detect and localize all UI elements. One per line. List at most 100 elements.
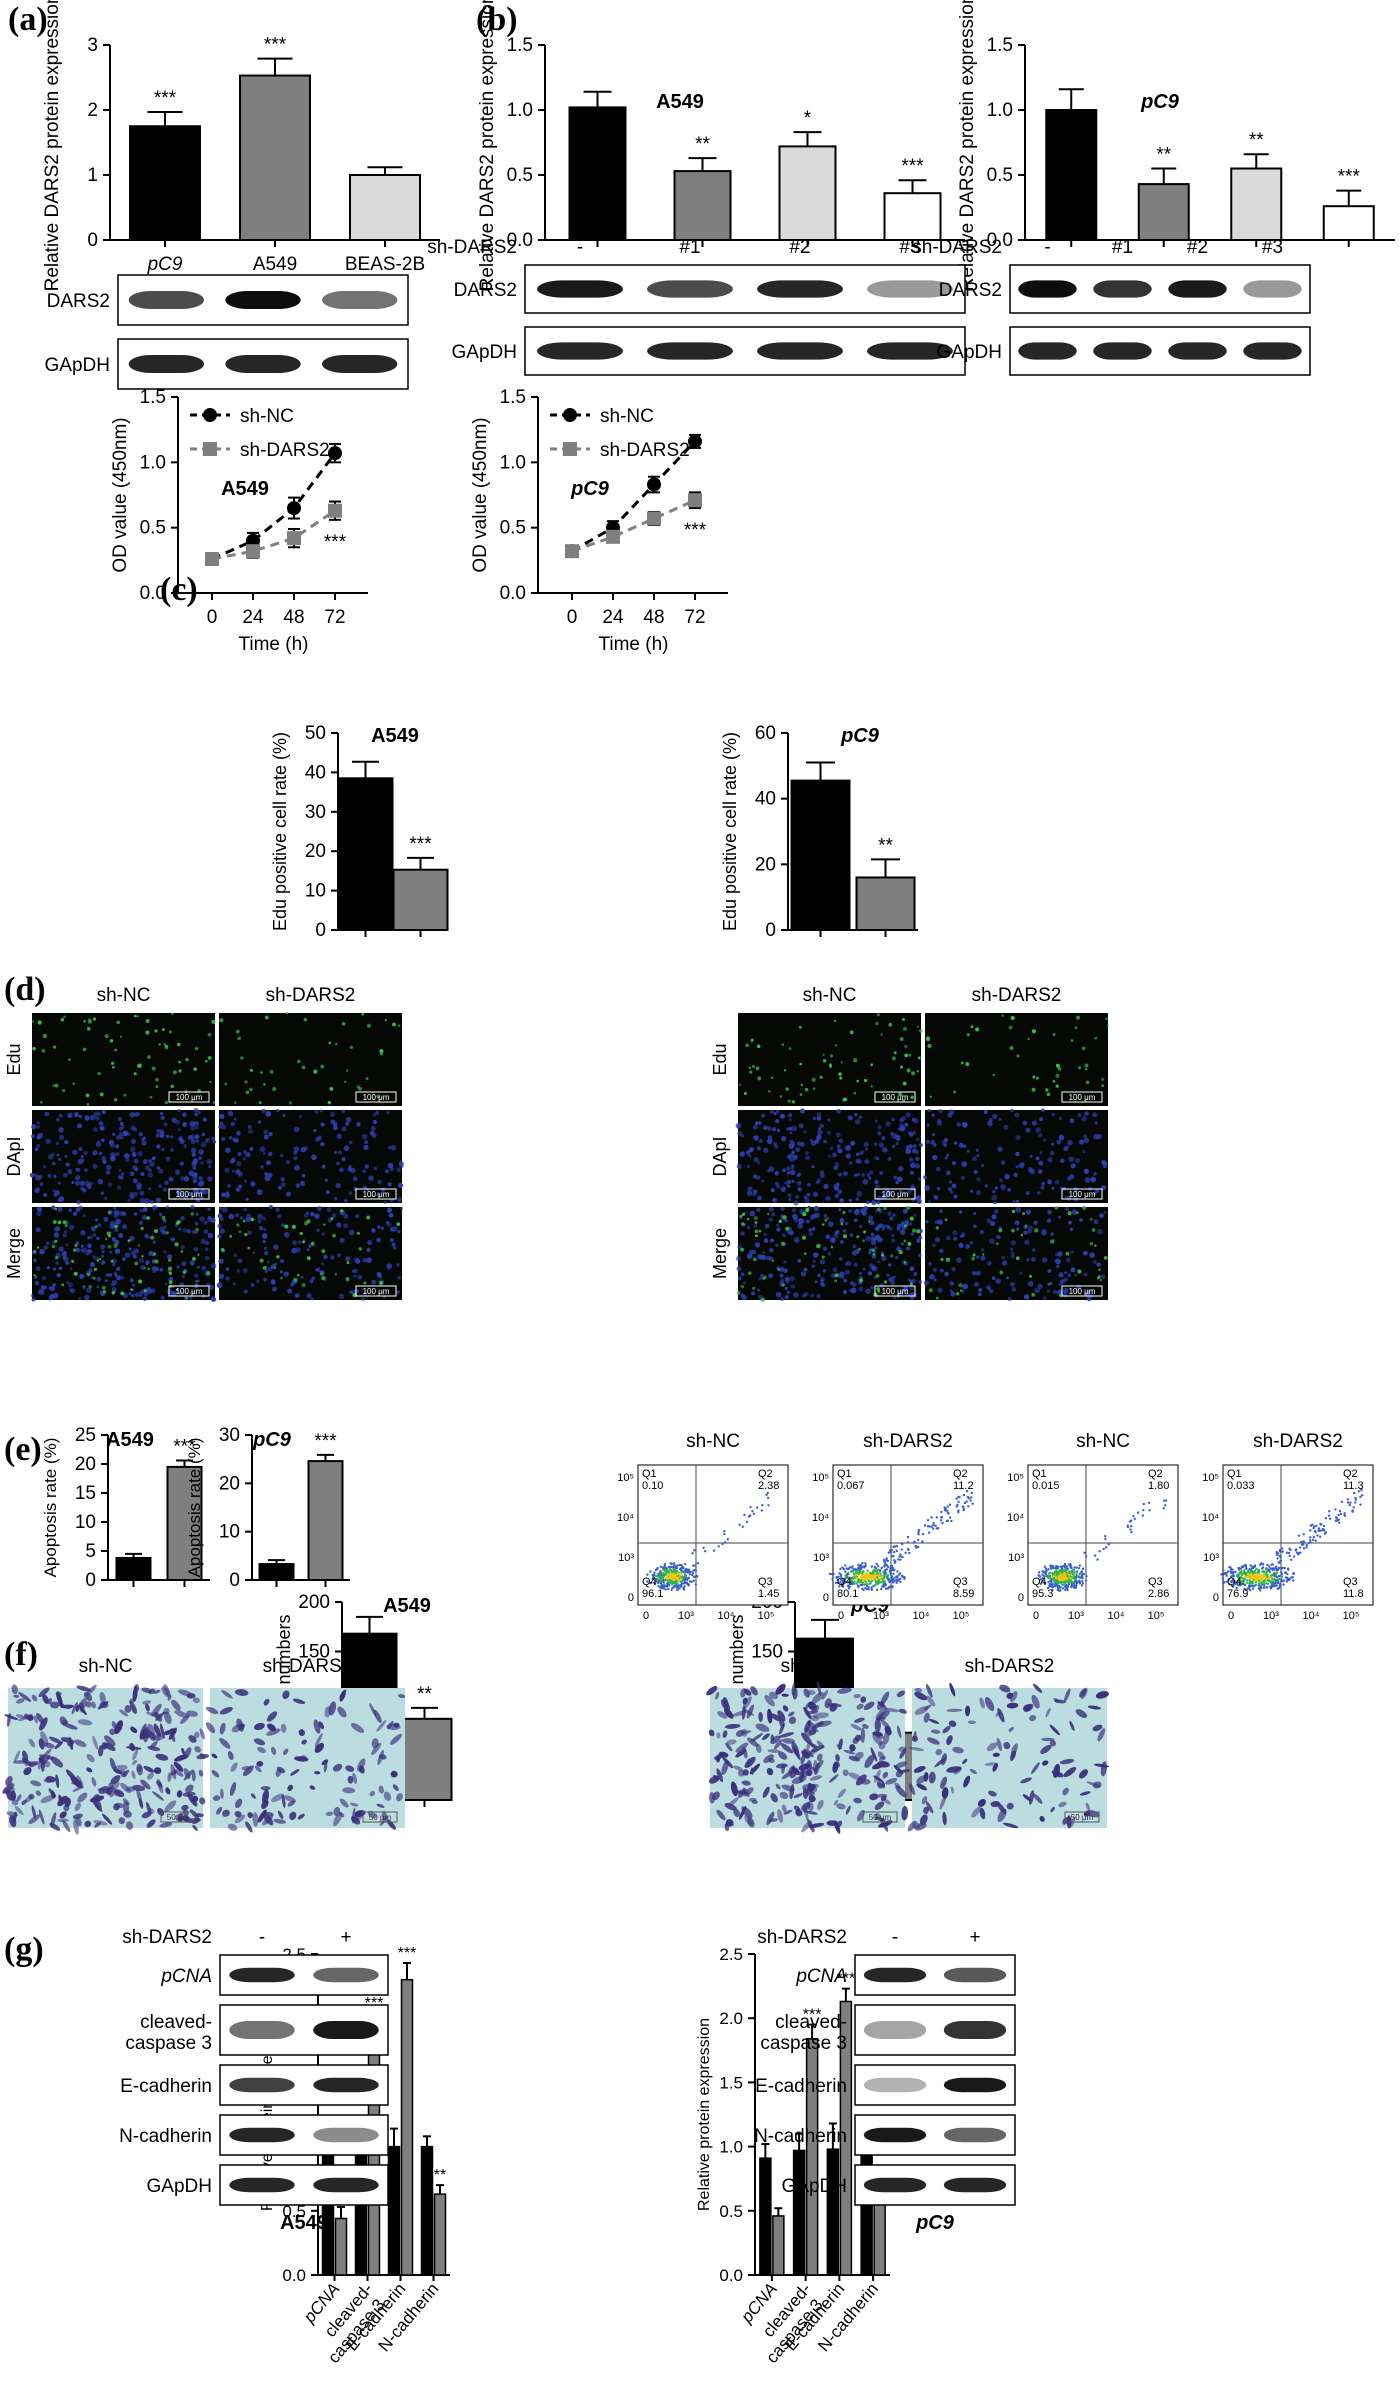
f-pc9-stained-cell bbox=[1031, 1762, 1040, 1775]
f-pc9-stained-cell bbox=[885, 1777, 898, 1785]
d-pc9-dapi-cell bbox=[848, 1198, 852, 1202]
d-pc9-dapi-cell bbox=[837, 1189, 843, 1195]
d-a549-dapi-cell bbox=[320, 1142, 325, 1147]
d-pc9-dapi-cell bbox=[958, 1210, 963, 1214]
flow-event bbox=[832, 1572, 835, 1576]
f-a549-stained-cell bbox=[234, 1689, 249, 1696]
d-a549-edu-cell bbox=[302, 1240, 305, 1244]
flow-event bbox=[1060, 1571, 1064, 1575]
d-a549-dapi-cell bbox=[378, 1274, 382, 1279]
c1-y-tick-label: 1.5 bbox=[140, 387, 166, 408]
d-a549-dapi-cell bbox=[129, 1146, 136, 1153]
chart-c1: 0.00.51.01.5OD value (450nm)0 24 48 72Time … bbox=[110, 387, 368, 655]
d-pc9-edu-cell bbox=[840, 1061, 843, 1064]
f-a549-stained-cell bbox=[192, 1824, 198, 1831]
d-a549-dapi-cell bbox=[46, 1265, 51, 1270]
f-pc9-stained-cell bbox=[743, 1688, 752, 1696]
c2-point bbox=[606, 529, 620, 544]
d-pc9-dapi-cell bbox=[874, 1234, 881, 1241]
d-pc9-dapi-cell bbox=[1035, 1156, 1040, 1161]
d-a549-dapi-cell bbox=[56, 1153, 60, 1157]
d-pc9-dapi-cell bbox=[1042, 1257, 1048, 1263]
d-a549-dapi-cell bbox=[79, 1273, 85, 1279]
flow-event bbox=[1067, 1570, 1071, 1573]
f-pc9-stained-cell bbox=[925, 1683, 933, 1698]
d-a549-dapi-cell bbox=[260, 1165, 264, 1169]
d-a549-dapi-cell bbox=[220, 1123, 226, 1130]
f-pc9-stained-cell bbox=[836, 1803, 846, 1810]
g_pc9-cell-label: pC9 bbox=[915, 2212, 955, 2234]
flow-event bbox=[692, 1579, 696, 1582]
d-a549-edu-cell bbox=[133, 1072, 137, 1076]
flow-event bbox=[895, 1581, 898, 1585]
f-pc9-stained-cell bbox=[817, 1799, 824, 1810]
flow-event bbox=[1056, 1581, 1059, 1584]
d-a549-edu-cell bbox=[145, 1019, 150, 1024]
f-pc9-stained-cell bbox=[855, 1774, 867, 1786]
d-pc9-dapi-cell bbox=[826, 1130, 831, 1135]
d-a549-edu-cell bbox=[68, 1058, 71, 1061]
d-a549-edu-cell bbox=[349, 1045, 354, 1049]
d-pc9-col-label: sh-DARS2 bbox=[972, 985, 1062, 1006]
d-a549-dapi-cell bbox=[151, 1156, 156, 1161]
d-pc9-edu-cell bbox=[1076, 1211, 1079, 1214]
d-a549-edu-cell bbox=[240, 1056, 244, 1060]
d-a549-dapi-cell bbox=[192, 1165, 197, 1171]
d-pc9-edu-cell bbox=[812, 1087, 816, 1091]
d-pc9-dapi-cell bbox=[938, 1109, 943, 1114]
flow-event bbox=[916, 1545, 920, 1549]
d-pc9-dapi-cell bbox=[757, 1195, 762, 1201]
f-pc9-stained-cell bbox=[722, 1730, 728, 1738]
d-pc9-edu-cell bbox=[1032, 1075, 1036, 1079]
f-a549-stained-cell bbox=[267, 1723, 277, 1732]
c1-x-tick-label: 72 bbox=[324, 607, 345, 628]
d-pc9-edu-cell bbox=[791, 1100, 796, 1104]
d-a549-dapi-cell bbox=[352, 1269, 356, 1273]
d-a549-row-label: Merge bbox=[4, 1228, 24, 1279]
d-pc9-dapi-cell bbox=[1084, 1169, 1089, 1174]
g2-significance-label: *** bbox=[837, 1971, 856, 1988]
d-pc9-dapi-cell bbox=[844, 1145, 850, 1151]
d-a549-dapi-cell bbox=[144, 1198, 150, 1204]
d-pc9-dapi-cell bbox=[850, 1287, 857, 1294]
d-pc9-dapi-cell bbox=[1010, 1247, 1014, 1251]
f-a549-stained-cell bbox=[133, 1684, 140, 1693]
f-a549-stained-cell bbox=[283, 1795, 297, 1803]
d-pc9-edu-cell bbox=[899, 1036, 904, 1042]
g_pc9-band bbox=[943, 2127, 1007, 2143]
d-a549-edu-cell bbox=[209, 1080, 212, 1084]
d-a549-dapi-cell bbox=[101, 1155, 107, 1161]
f-a549-stained-cell bbox=[91, 1701, 96, 1709]
d-pc9-dapi-cell bbox=[907, 1189, 912, 1194]
d-pc9-dapi-cell bbox=[1038, 1160, 1044, 1166]
d-a549-dapi-cell bbox=[355, 1258, 361, 1264]
d-pc9-dapi-cell bbox=[822, 1268, 827, 1273]
flow-event bbox=[673, 1564, 676, 1567]
d-a549-dapi-cell bbox=[197, 1181, 203, 1187]
flow-event bbox=[767, 1504, 770, 1507]
d-a549-dapi-cell bbox=[362, 1169, 366, 1173]
d-pc9-dapi-cell bbox=[746, 1164, 750, 1169]
d-a549-dapi-cell bbox=[348, 1229, 355, 1236]
d-a549-dapi-cell bbox=[49, 1293, 55, 1299]
flow-y-tick-label: 10⁴ bbox=[812, 1512, 829, 1524]
d-pc9-dapi-cell bbox=[1050, 1232, 1054, 1237]
d-pc9-dapi-cell bbox=[949, 1190, 954, 1195]
d-a549-dapi-cell bbox=[48, 1286, 52, 1290]
d-pc9-dapi-cell bbox=[1064, 1206, 1070, 1212]
d-a549-dapi-cell bbox=[202, 1117, 207, 1122]
f-a549-stained-cell bbox=[125, 1746, 142, 1750]
f-pc9-stained-cell bbox=[744, 1756, 756, 1769]
d-pc9-dapi-cell bbox=[909, 1157, 914, 1162]
d-a549-edu-cell bbox=[321, 1249, 326, 1254]
d-pc9-dapi-cell bbox=[933, 1195, 939, 1200]
d-pc9-dapi-cell bbox=[1090, 1176, 1096, 1183]
e2-significance-label: *** bbox=[314, 1431, 337, 1452]
d-a549-dapi-cell bbox=[61, 1251, 67, 1258]
d-a549-dapi-cell bbox=[58, 1266, 63, 1270]
d-a549-dapi-cell bbox=[148, 1159, 152, 1163]
d-a549-dapi-cell bbox=[353, 1186, 358, 1191]
d-pc9-edu-cell bbox=[853, 1091, 857, 1095]
f-pc9-stained-cell bbox=[711, 1791, 720, 1801]
d-a549-dapi-cell bbox=[55, 1261, 59, 1265]
